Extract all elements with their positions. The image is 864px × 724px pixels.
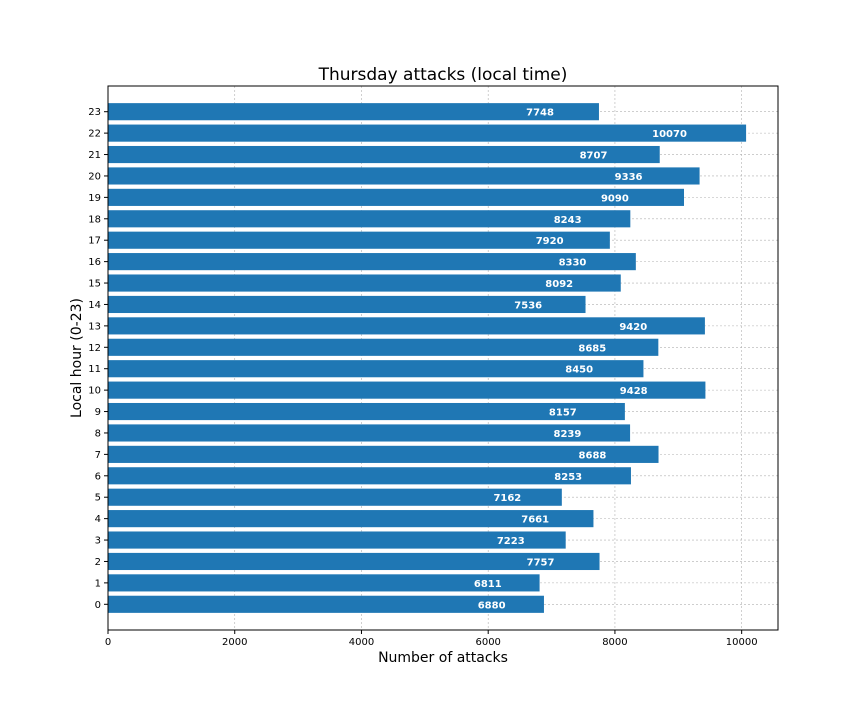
bar-value-label: 10070	[652, 129, 687, 140]
bar-hour-18	[108, 210, 631, 228]
bar-value-label: 7536	[514, 300, 542, 311]
y-tick-label: 7	[95, 450, 101, 461]
x-tick-label: 4000	[349, 637, 374, 648]
y-tick-label: 21	[88, 150, 101, 161]
x-axis-label: Number of attacks	[378, 650, 508, 666]
bar-value-label: 8253	[554, 472, 582, 483]
bar-value-label: 6880	[478, 600, 506, 611]
y-tick-label: 19	[88, 193, 101, 204]
y-tick-label: 5	[95, 493, 101, 504]
bar-value-label: 8243	[554, 215, 582, 226]
bar-value-label: 8330	[559, 258, 587, 269]
bar-value-label: 6811	[474, 579, 502, 590]
y-tick-label: 12	[88, 343, 101, 354]
bars	[108, 103, 747, 613]
bar-value-label: 7661	[521, 515, 549, 526]
bar-hour-3	[108, 531, 566, 549]
bar-value-label: 8688	[579, 450, 607, 461]
bar-hour-9	[108, 402, 625, 421]
y-tick-label: 10	[88, 386, 101, 397]
x-tick-label: 0	[105, 637, 111, 648]
bar-hour-20	[108, 167, 700, 185]
y-tick-label: 6	[95, 471, 101, 482]
bar-value-label: 8157	[549, 408, 577, 419]
bar-hour-11	[108, 360, 644, 378]
chart-title: Thursday attacks (local time)	[318, 65, 568, 85]
bar-hour-22	[108, 124, 747, 142]
bar-value-label: 8685	[578, 343, 606, 354]
bar-hour-4	[108, 510, 594, 528]
bar-hour-13	[108, 317, 705, 335]
bar-value-label: 8092	[545, 279, 573, 290]
bar-value-label: 7920	[536, 236, 564, 247]
bar-hour-6	[108, 467, 631, 485]
y-tick-label: 0	[95, 600, 101, 611]
bar-value-label: 9428	[620, 386, 648, 397]
plot-area-frame	[107, 85, 779, 631]
bar-hour-14	[108, 295, 586, 314]
y-tick-label: 16	[88, 257, 101, 268]
y-tick-label: 14	[88, 300, 101, 311]
bar-value-label: 7223	[497, 536, 525, 547]
bar-value-label: 8707	[580, 151, 608, 162]
y-tick-label: 4	[95, 514, 101, 525]
bar-hour-19	[108, 188, 684, 206]
y-tick-label: 23	[88, 107, 101, 118]
y-tick-label: 17	[88, 236, 101, 247]
y-axis-label: Local hour (0-23)	[69, 298, 85, 418]
bar-hour-1	[108, 574, 540, 592]
bar-hour-8	[108, 424, 631, 442]
x-axis-ticks: 0 2000 4000 6000 8000 10000	[105, 630, 758, 648]
bar-value-label: 7162	[493, 493, 521, 504]
bar-hour-0	[108, 595, 544, 613]
y-tick-label: 13	[88, 321, 101, 332]
bar-value-label: 9090	[601, 193, 629, 204]
bar-hour-16	[108, 253, 636, 271]
bar-value-label: 7757	[527, 557, 555, 568]
bar-value-label: 7748	[526, 108, 554, 119]
bar-value-label: 9420	[619, 322, 647, 333]
bar-hour-17	[108, 231, 610, 249]
bar-hour-15	[108, 274, 621, 292]
bar-hour-7	[108, 445, 659, 463]
bar-value-label: 8239	[554, 429, 582, 440]
bar-hour-12	[108, 338, 659, 356]
y-tick-label: 18	[88, 214, 101, 225]
bar-value-label: 9336	[615, 172, 643, 183]
bar-hour-21	[108, 145, 660, 164]
y-tick-label: 2	[95, 557, 101, 568]
x-tick-label: 8000	[602, 637, 627, 648]
y-tick-label: 8	[95, 428, 101, 439]
y-tick-label: 15	[88, 279, 101, 290]
x-tick-label: 10000	[726, 637, 758, 648]
x-tick-label: 6000	[475, 637, 500, 648]
bar-hour-10	[108, 381, 706, 399]
y-tick-label: 22	[88, 129, 101, 140]
x-tick-label: 2000	[222, 637, 247, 648]
bar-value-label: 8450	[565, 365, 593, 376]
y-tick-label: 9	[95, 407, 101, 418]
bar-hour-23	[108, 103, 599, 121]
bar-hour-2	[108, 552, 600, 571]
y-tick-label: 20	[88, 171, 101, 182]
y-tick-label: 3	[95, 536, 101, 547]
y-tick-label: 1	[95, 578, 101, 589]
bar-hour-5	[108, 488, 562, 506]
y-tick-label: 11	[88, 364, 101, 375]
